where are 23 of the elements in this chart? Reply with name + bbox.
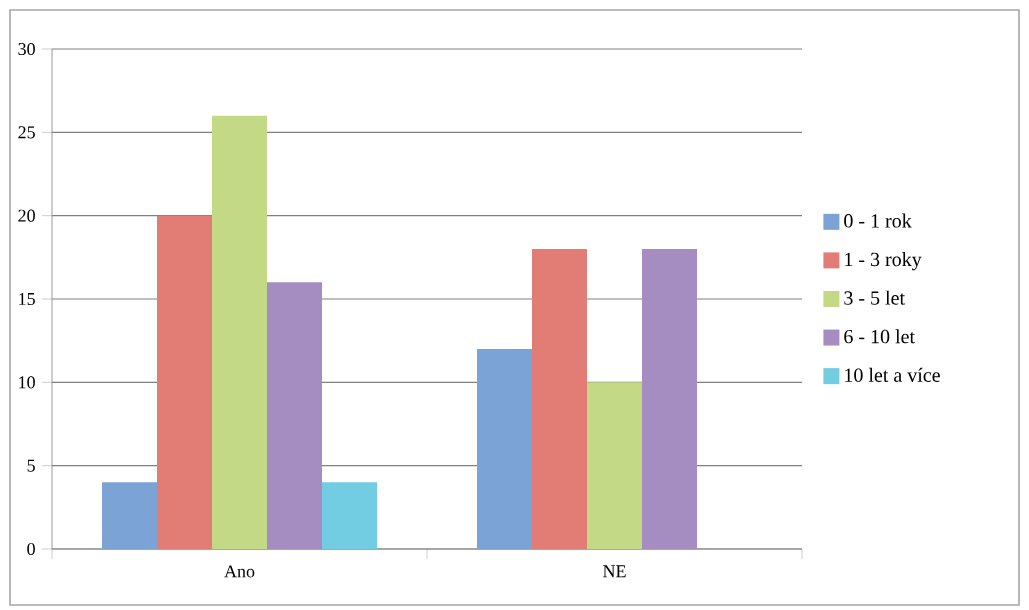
- x-tick-label: Ano: [224, 565, 255, 578]
- legend-label: 0 - 1 rok: [844, 213, 912, 228]
- bar: [212, 115, 268, 549]
- y-tick-label: 5: [27, 459, 35, 472]
- bar: [642, 248, 697, 549]
- bar: [157, 215, 213, 549]
- y-tick-label: 10: [19, 376, 35, 389]
- bar: [102, 482, 158, 549]
- bar: [587, 382, 642, 549]
- legend-label: 6 - 10 let: [844, 329, 915, 344]
- y-tick-label: 20: [18, 209, 35, 222]
- bar: [267, 282, 322, 549]
- y-tick-label: 30: [18, 42, 35, 56]
- y-tick-label: 25: [18, 126, 35, 139]
- bar: [322, 482, 377, 549]
- y-tick-label: 15: [19, 292, 35, 306]
- legend-label: 1 - 3 roky: [845, 252, 922, 271]
- legend-label: 10 let a více: [845, 367, 940, 382]
- x-tick-label: NE: [603, 565, 626, 578]
- bar: [477, 348, 532, 549]
- bar: [532, 248, 587, 549]
- legend-label: 3 - 5 let: [844, 290, 905, 305]
- y-tick-label: 0: [27, 542, 35, 556]
